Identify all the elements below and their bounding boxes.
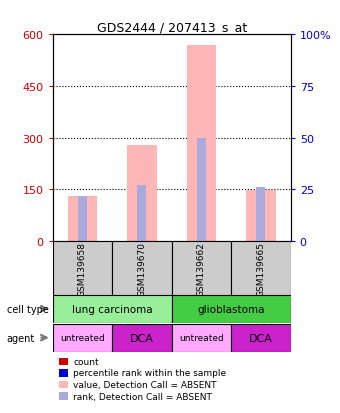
Bar bbox=[187, 45, 216, 242]
Text: GSM139670: GSM139670 bbox=[137, 241, 147, 296]
Bar bbox=[231, 242, 291, 295]
Text: value, Detection Call = ABSENT: value, Detection Call = ABSENT bbox=[73, 380, 217, 389]
Text: DCA: DCA bbox=[130, 333, 154, 343]
Bar bbox=[172, 324, 231, 352]
Text: percentile rank within the sample: percentile rank within the sample bbox=[73, 368, 226, 377]
Text: cell type: cell type bbox=[7, 304, 49, 314]
Text: DCA: DCA bbox=[249, 333, 273, 343]
Text: untreated: untreated bbox=[179, 333, 224, 342]
Bar bbox=[172, 242, 231, 295]
Text: agent: agent bbox=[7, 333, 35, 343]
Bar bbox=[112, 242, 172, 295]
Bar bbox=[53, 324, 112, 352]
Text: GSM139662: GSM139662 bbox=[197, 241, 206, 296]
Bar bbox=[112, 324, 172, 352]
Text: glioblastoma: glioblastoma bbox=[198, 304, 265, 314]
Bar bbox=[137, 186, 147, 242]
Text: GSM139658: GSM139658 bbox=[78, 241, 87, 296]
Text: lung carcinoma: lung carcinoma bbox=[72, 304, 153, 314]
Bar bbox=[197, 138, 206, 242]
Bar bbox=[68, 197, 97, 242]
Bar bbox=[231, 324, 291, 352]
Title: GDS2444 / 207413_s_at: GDS2444 / 207413_s_at bbox=[97, 21, 247, 34]
Bar bbox=[246, 191, 276, 242]
Text: count: count bbox=[73, 357, 99, 366]
Bar bbox=[78, 196, 87, 242]
Bar bbox=[172, 295, 291, 323]
Bar bbox=[53, 295, 172, 323]
Bar bbox=[53, 242, 112, 295]
Bar bbox=[256, 188, 266, 242]
Text: GSM139665: GSM139665 bbox=[256, 241, 266, 296]
Text: rank, Detection Call = ABSENT: rank, Detection Call = ABSENT bbox=[73, 392, 212, 401]
Bar bbox=[127, 145, 157, 242]
Text: untreated: untreated bbox=[60, 333, 105, 342]
